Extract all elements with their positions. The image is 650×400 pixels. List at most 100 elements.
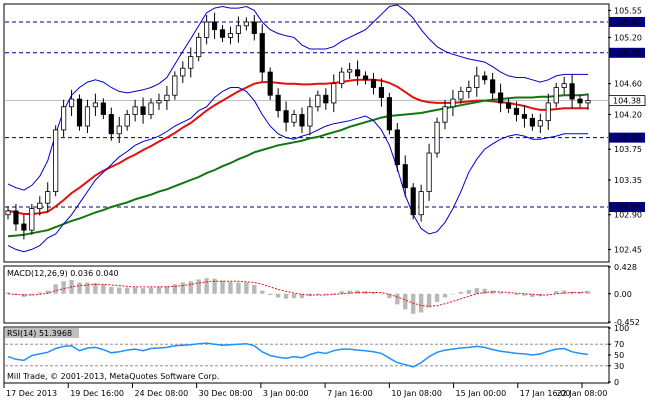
time-tick-label: 17 Jan 16:00 — [520, 389, 571, 398]
candle — [577, 94, 583, 108]
macd-bar — [323, 293, 328, 295]
macd-indicator — [5, 278, 591, 314]
time-tick-label: 30 Dec 08:00 — [199, 389, 253, 398]
macd-bar — [585, 291, 591, 294]
level-box-103.00 — [609, 202, 645, 213]
candle — [243, 17, 249, 31]
macd-bar — [426, 293, 432, 308]
macd-bar — [291, 293, 297, 299]
candle — [434, 117, 440, 158]
rsi-line — [7, 342, 589, 368]
candle — [561, 76, 567, 95]
candle — [450, 89, 456, 117]
candle — [5, 206, 11, 220]
candle — [53, 125, 59, 197]
rsi-tick-label: 70 — [614, 340, 624, 349]
candle — [45, 182, 51, 213]
candle — [37, 196, 43, 216]
macd-bar — [411, 293, 416, 314]
macd-bar — [347, 290, 352, 294]
rsi-label-box — [5, 328, 79, 338]
candle — [108, 107, 114, 141]
level-box-label: 105.40 — [613, 18, 641, 27]
candle — [355, 60, 361, 86]
macd-bar — [45, 290, 50, 294]
candle — [378, 78, 385, 107]
macd-bar — [196, 279, 201, 294]
macd-bar — [260, 290, 265, 294]
rsi-tick-label: 50 — [614, 351, 624, 360]
candle — [498, 83, 504, 113]
candle — [211, 12, 218, 39]
level-box-105.40 — [609, 16, 645, 27]
macd-bar — [434, 293, 440, 302]
price-tick-label: 104.20 — [614, 110, 642, 119]
time-axis: 17 Dec 2013 19 Dec 16:00 24 Dec 08:00 30 De… — [3, 383, 607, 398]
time-tick-label: 7 Jan 16:00 — [327, 389, 373, 398]
candle — [132, 99, 138, 122]
rsi-indicator — [5, 342, 608, 368]
candle — [180, 61, 186, 83]
candle — [235, 16, 241, 43]
candle — [156, 93, 162, 110]
macd-bar — [379, 293, 384, 295]
macd-bar — [109, 286, 114, 294]
price-tick-label: 105.20 — [614, 33, 642, 42]
macd-bar — [148, 287, 154, 294]
candle — [204, 15, 210, 45]
macd-bar — [339, 291, 344, 294]
macd-bar — [474, 288, 479, 294]
candle — [442, 99, 448, 130]
macd-bar — [442, 293, 448, 298]
candle — [505, 98, 512, 113]
macd-bar — [85, 282, 90, 294]
macd-bar — [482, 288, 487, 294]
macd-bar — [490, 290, 495, 294]
price-tick-label: 103.75 — [614, 145, 642, 154]
current-price-box — [608, 95, 646, 107]
candle — [84, 99, 91, 133]
macd-bar — [395, 293, 400, 305]
macd-bar — [331, 293, 336, 294]
macd-bar — [132, 287, 138, 294]
macd-bar — [283, 293, 289, 299]
candle — [458, 86, 464, 104]
candle — [148, 98, 154, 120]
candle — [426, 143, 432, 201]
candle — [307, 97, 313, 136]
macd-bar — [466, 290, 472, 294]
candle — [362, 71, 369, 85]
macd-bar — [101, 284, 106, 294]
level-box-label: 105.00 — [613, 49, 641, 58]
time-tick-label: 19 Dec 16:00 — [70, 389, 124, 398]
macd-bar — [514, 293, 519, 295]
macd-bar — [577, 291, 583, 294]
macd-tick-label: 0.428 — [614, 263, 637, 272]
candle — [331, 74, 337, 113]
candle — [124, 109, 130, 131]
candle — [466, 80, 472, 99]
candle — [339, 67, 345, 89]
macd-label: MACD(12,26,9) 0.036 0.040 — [7, 269, 119, 278]
macd-axis: 0.428 0.00 -0.452 — [608, 263, 640, 327]
candle — [315, 90, 321, 112]
candle — [76, 94, 83, 131]
candle — [347, 62, 353, 80]
candle — [482, 71, 488, 85]
macd-bar — [228, 281, 233, 294]
macd-bar — [561, 290, 567, 294]
candle — [196, 32, 202, 62]
candle — [164, 85, 170, 110]
candle — [100, 98, 106, 120]
price-tick-label: 103.35 — [614, 176, 642, 185]
macd-bar — [315, 293, 321, 295]
candle — [521, 105, 528, 128]
macd-bar — [180, 282, 185, 294]
macd-tick-label: 0.00 — [614, 290, 632, 299]
macd-bar — [164, 286, 170, 294]
macd-bar — [236, 282, 241, 294]
candle — [291, 109, 297, 127]
candle — [92, 93, 98, 117]
macd-bar — [156, 286, 162, 294]
candle — [259, 24, 265, 82]
